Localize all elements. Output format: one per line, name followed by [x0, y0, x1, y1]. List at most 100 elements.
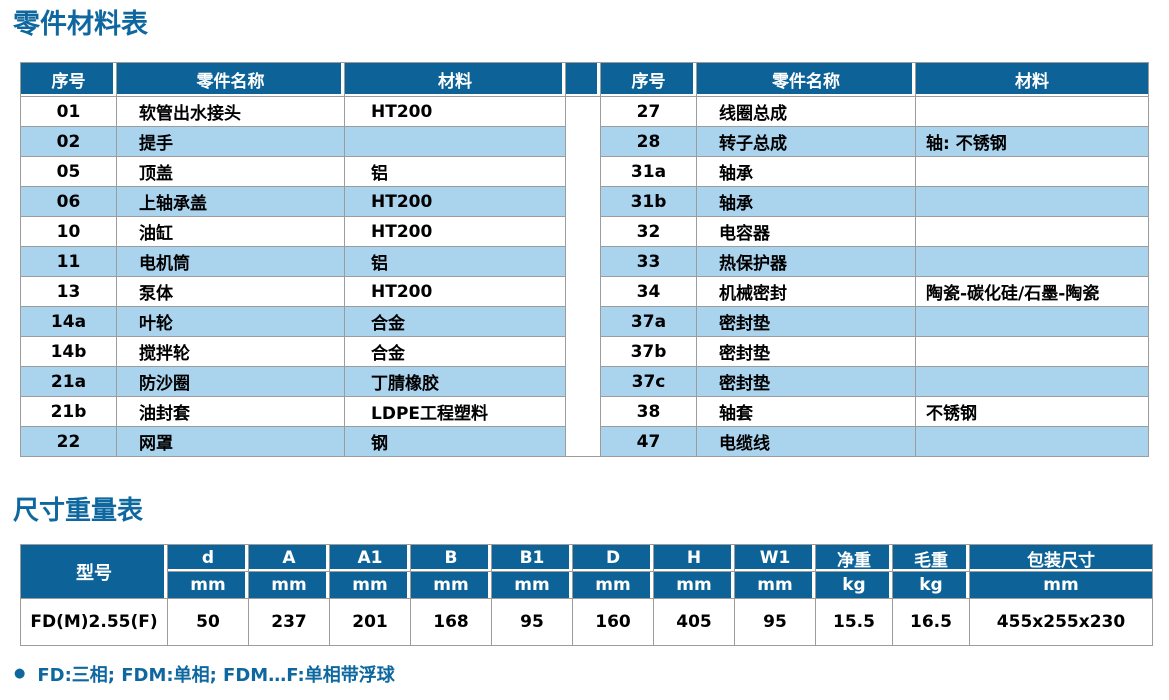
- part-material-cell: 丁腈橡胶: [344, 366, 566, 397]
- part-name-cell: 轴承: [696, 186, 916, 217]
- parts-table-row: 21b 油封套 LDPE工程塑料 38 轴套 不锈钢: [20, 396, 1149, 427]
- right-col-header-name: 零件名称: [696, 62, 916, 97]
- dim-column-header: H: [653, 544, 735, 572]
- part-name-cell: 叶轮: [116, 306, 345, 337]
- dim-unit-header: mm: [653, 571, 735, 599]
- part-name-cell: 搅拌轮: [116, 336, 345, 367]
- part-number-cell: 32: [600, 216, 697, 247]
- parts-table-row: 01 软管出水接头 HT200 27 线圈总成: [20, 96, 1149, 457]
- dim-unit-header: kg: [815, 571, 893, 599]
- part-number-cell: 01: [20, 96, 117, 127]
- part-number-cell: 28: [600, 126, 697, 157]
- part-material-cell: 铝: [344, 156, 566, 187]
- part-number-cell: 10: [20, 216, 117, 247]
- part-name-cell: 热保护器: [696, 246, 916, 277]
- part-material-cell: [915, 96, 1149, 127]
- part-number-cell: 13: [20, 276, 117, 307]
- part-number-cell: 22: [20, 426, 117, 457]
- dimension-weight-table: 型号 d A A1 B B1 D H W1 净重 毛重 包装尺寸 mm mm mm mm mm mm mm mm k…: [20, 544, 1153, 646]
- part-name-cell: 电缆线: [696, 426, 916, 457]
- part-name-cell: 密封垫: [696, 366, 916, 397]
- part-material-cell: HT200: [344, 96, 566, 127]
- parts-table-row: 05 顶盖铝 31a 轴承: [20, 156, 1149, 187]
- table-gap-header: [565, 62, 601, 97]
- part-material-cell: 铝: [344, 246, 566, 277]
- dim-unit-header: mm: [329, 571, 411, 599]
- dim-value-cell: 168: [410, 598, 492, 646]
- dim-column-header: B: [410, 544, 492, 572]
- part-number-cell: 38: [600, 396, 697, 427]
- dim-value-cell: 95: [491, 598, 573, 646]
- part-number-cell: 14b: [20, 336, 117, 367]
- model-legend-note: ● FD:三相; FDM:单相; FDM…F:单相带浮球: [14, 661, 1169, 687]
- left-col-header-name: 零件名称: [116, 62, 345, 97]
- dim-value-cell: 95: [734, 598, 816, 646]
- part-material-cell: HT200: [344, 276, 566, 307]
- part-material-cell: 轴: 不锈钢: [915, 126, 1149, 157]
- part-material-cell: HT200: [344, 216, 566, 247]
- spec-sheet-page: 零件材料表 序号 零件名称 材料 序号 零件名称 材料 01 软管出水接头 HT20…: [0, 9, 1169, 700]
- part-number-cell: 21b: [20, 396, 117, 427]
- dims-header-label-row: 型号 d A A1 B B1 D H W1 净重 毛重 包装尺寸: [20, 544, 1153, 599]
- part-material-cell: 钢: [344, 426, 566, 457]
- dim-column-header: B1: [491, 544, 573, 572]
- dims-data-row: FD(M)2.55(F) 50 237 201 168 95 160 405 95 15.5 16…: [20, 598, 1153, 646]
- part-material-cell: [915, 426, 1149, 457]
- part-number-cell: 33: [600, 246, 697, 277]
- part-name-cell: 泵体: [116, 276, 345, 307]
- dim-unit-header: mm: [167, 571, 249, 599]
- parts-table-row: 22 网罩钢 47 电缆线: [20, 426, 1149, 457]
- parts-table-row: 10 油缸 HT200 32 电容器: [20, 216, 1149, 247]
- right-col-header-no: 序号: [600, 62, 697, 97]
- parts-header-row: 序号 零件名称 材料 序号 零件名称 材料: [20, 62, 1149, 97]
- part-number-cell: 14a: [20, 306, 117, 337]
- part-number-cell: 37a: [600, 306, 697, 337]
- left-col-header-no: 序号: [20, 62, 117, 97]
- part-material-cell: [915, 156, 1149, 187]
- part-material-cell: [915, 246, 1149, 277]
- dim-value-cell: 201: [329, 598, 411, 646]
- part-material-cell: LDPE工程塑料: [344, 396, 566, 427]
- dim-unit-header: mm: [491, 571, 573, 599]
- part-name-cell: 顶盖: [116, 156, 345, 187]
- part-name-cell: 上轴承盖: [116, 186, 345, 217]
- part-material-cell: [915, 306, 1149, 337]
- part-material-cell: [344, 126, 566, 157]
- part-name-cell: 油缸: [116, 216, 345, 247]
- dim-column-header: d: [167, 544, 249, 572]
- dim-column-header: 净重: [815, 544, 893, 572]
- parts-table-row: 02 提手 28 转子总成 轴: 不锈钢: [20, 126, 1149, 157]
- part-name-cell: 密封垫: [696, 306, 916, 337]
- part-material-cell: [915, 336, 1149, 367]
- parts-table-row: 11 电机筒铝 33 热保护器: [20, 246, 1149, 277]
- dim-column-header: A1: [329, 544, 411, 572]
- dim-column-header: A: [248, 544, 330, 572]
- part-name-cell: 提手: [116, 126, 345, 157]
- parts-material-table-title: 零件材料表: [13, 9, 148, 40]
- part-number-cell: 02: [20, 126, 117, 157]
- part-material-cell: HT200: [344, 186, 566, 217]
- parts-table-row: 06 上轴承盖 HT200 31b 轴承: [20, 186, 1149, 217]
- part-material-cell: [915, 216, 1149, 247]
- dim-value-cell: 455x255x230: [969, 598, 1153, 646]
- dim-column-header: 毛重: [892, 544, 970, 572]
- part-name-cell: 电机筒: [116, 246, 345, 277]
- dim-value-cell: 405: [653, 598, 735, 646]
- part-name-cell: 密封垫: [696, 336, 916, 367]
- dim-unit-header: mm: [410, 571, 492, 599]
- part-number-cell: 37b: [600, 336, 697, 367]
- part-name-cell: 防沙圈: [116, 366, 345, 397]
- model-legend-text: FD:三相; FDM:单相; FDM…F:单相带浮球: [37, 665, 395, 686]
- part-number-cell: 31a: [600, 156, 697, 187]
- part-name-cell: 网罩: [116, 426, 345, 457]
- part-material-cell: 合金: [344, 336, 566, 367]
- part-number-cell: 31b: [600, 186, 697, 217]
- part-number-cell: 47: [600, 426, 697, 457]
- dim-unit-header: kg: [892, 571, 970, 599]
- bullet-icon: ●: [14, 666, 26, 681]
- model-column-header: 型号: [20, 544, 168, 599]
- dim-value-cell: 237: [248, 598, 330, 646]
- part-name-cell: 轴承: [696, 156, 916, 187]
- parts-table-row: 21a 防沙圈 丁腈橡胶 37c 密封垫: [20, 366, 1149, 397]
- left-col-header-material: 材料: [344, 62, 566, 97]
